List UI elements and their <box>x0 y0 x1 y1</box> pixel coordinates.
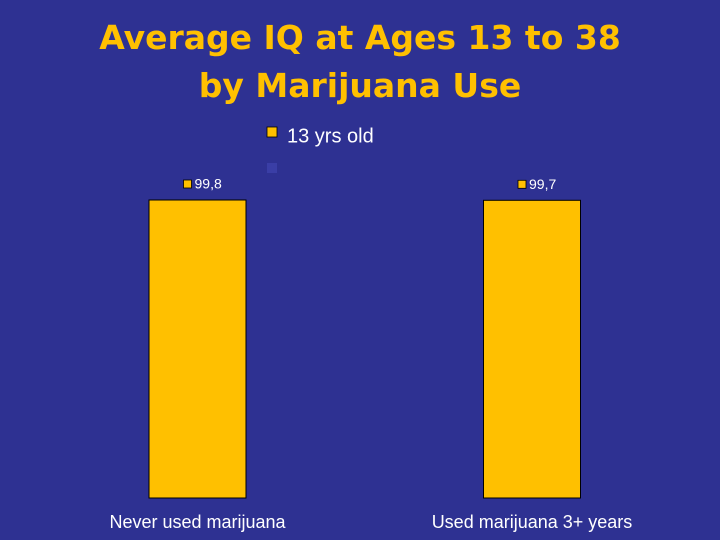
value-label-key <box>183 179 192 189</box>
value-label: 99,7 <box>529 176 556 192</box>
bar <box>148 199 247 499</box>
legend-label: 13 yrs old <box>287 125 374 147</box>
value-label-key <box>517 179 527 189</box>
x-tick-label: Never used marijuana <box>109 512 286 532</box>
legend-key-unlabeled <box>267 163 277 173</box>
x-tick-label: Used marijuana 3+ years <box>432 512 633 532</box>
legend-key <box>266 126 278 138</box>
bar <box>483 199 581 499</box>
chart-title: Average IQ at Ages 13 to 38 by Marijuana… <box>99 18 621 105</box>
value-label: 99,8 <box>195 176 222 192</box>
